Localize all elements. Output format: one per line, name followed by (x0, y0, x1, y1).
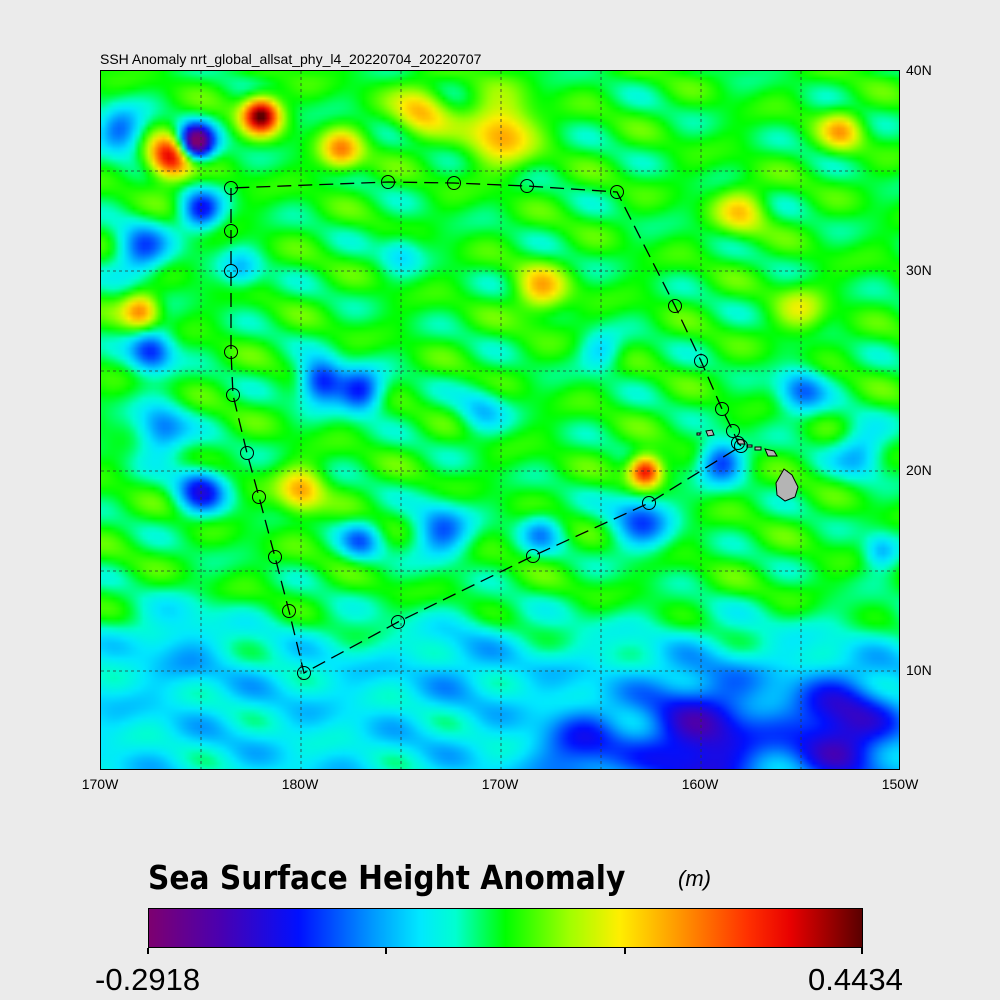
x-tick-label: 170W (81, 776, 119, 792)
track-line (230, 181, 743, 674)
map-overlay (101, 71, 899, 769)
station-marker (734, 439, 748, 453)
y-tick-label: 20N (906, 462, 932, 478)
island-maui (764, 448, 778, 457)
ssh-field (101, 71, 899, 769)
map-title: SSH Anomaly nrt_global_allsat_phy_l4_202… (100, 51, 482, 67)
island-hawaii (775, 468, 799, 502)
y-tick-label: 10N (906, 662, 932, 678)
colorbar-unit: (m) (678, 866, 711, 891)
station-marker (610, 185, 624, 199)
station-marker (520, 179, 534, 193)
colorbar-tick (624, 948, 626, 954)
station-marker (297, 666, 311, 680)
station-marker (224, 181, 238, 195)
station-marker (731, 436, 745, 450)
y-tick-label: 30N (906, 262, 932, 278)
station-marker (715, 402, 729, 416)
colorbar-max-label: 0.4434 (808, 962, 903, 997)
station-marker (391, 615, 405, 629)
station-marker (668, 299, 682, 313)
y-tick-label: 40N (906, 62, 932, 78)
ssh-anomaly-map (100, 70, 900, 770)
station-marker (224, 224, 238, 238)
x-tick-label: 160W (681, 776, 719, 792)
station-marker (694, 354, 708, 368)
station-marker (268, 550, 282, 564)
station-marker (224, 264, 238, 278)
station-marker (224, 345, 238, 359)
station-marker (226, 388, 240, 402)
colorbar-tick (385, 948, 387, 954)
station-marker (282, 604, 296, 618)
graticule (101, 71, 899, 769)
x-tick-label: 180W (281, 776, 319, 792)
colorbar (148, 908, 863, 948)
colorbar-tick (147, 948, 149, 954)
x-tick-label: 150W (881, 776, 919, 792)
station-marker (642, 496, 656, 510)
cruise-track (224, 175, 748, 680)
hawaii-islands (696, 429, 799, 502)
station-marker (526, 549, 540, 563)
x-tick-label: 170W (481, 776, 519, 792)
island-kauai (705, 429, 715, 437)
station-marker (381, 175, 395, 189)
colorbar-title: Sea Surface Height Anomaly (148, 858, 626, 897)
station-marker (726, 424, 740, 438)
station-marker (240, 446, 254, 460)
station-marker (447, 176, 461, 190)
colorbar-tick (861, 948, 863, 954)
station-marker (252, 490, 266, 504)
colorbar-min-label: -0.2918 (95, 962, 201, 997)
